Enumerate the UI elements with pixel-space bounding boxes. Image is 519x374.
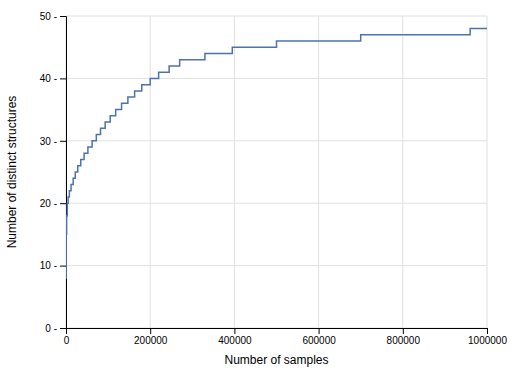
y-axis-line [60,17,67,329]
y-tick-label: 20 - [40,198,57,209]
y-tick-mark [60,328,66,329]
y-tick-label: 50 - [40,11,57,22]
x-tick-label: 800000 [387,335,421,346]
y-tick-mark [60,78,66,79]
x-tick: 1000000 [468,328,507,346]
y-grid-line [66,78,487,79]
x-tick: 400000 [218,328,252,346]
x-tick-mark [150,328,151,334]
y-axis-title: Number of distinct structures [5,96,19,249]
x-axis-line [67,329,488,335]
y-tick-mark [60,266,66,267]
y-tick-label: 30 - [40,136,57,147]
x-tick-mark [487,328,488,334]
y-axis: 0 - 10 - 20 - 30 - 40 - 50 - [40,11,67,334]
y-tick-mark [60,16,66,17]
y-grid-line [66,140,487,141]
chart: 0 200000 400000 600000 800000 1000000 0 - 10 - 2… [0,0,519,374]
y-tick: 0 - [45,323,66,334]
y-tick-label: 0 - [45,323,57,334]
x-tick-mark [403,328,404,334]
x-grid-line [150,16,151,328]
x-tick-label: 400000 [218,335,252,346]
x-grid-line [402,16,403,328]
x-tick-label: 600000 [302,335,336,346]
y-tick-mark [60,141,66,142]
x-axis: 0 200000 400000 600000 800000 1000000 [64,328,508,346]
x-grid-line [318,16,319,328]
x-grid-line [234,16,235,328]
y-tick-label: 40 - [40,73,57,84]
x-tick-mark [234,328,235,334]
x-tick-label: 1000000 [468,335,507,346]
y-tick-label: 10 - [40,260,57,271]
y-tick: 10 - [40,260,66,271]
y-tick: 50 - [40,11,66,22]
y-tick-mark [60,203,66,204]
x-tick-label: 200000 [134,335,168,346]
x-tick: 0 [64,328,70,346]
x-tick: 200000 [134,328,168,346]
x-tick: 600000 [302,328,336,346]
y-tick: 30 - [40,136,66,147]
x-tick: 800000 [387,328,421,346]
y-grid-line [66,203,487,204]
plot: 0 200000 400000 600000 800000 1000000 0 - 10 - 2… [40,11,508,346]
x-tick-mark [319,328,320,334]
marks [66,28,487,278]
y-tick: 20 - [40,198,66,209]
step-line [66,28,487,278]
y-tick: 40 - [40,73,66,84]
x-tick-label: 0 [64,335,70,346]
y-grid-line [66,16,487,17]
x-axis-title: Number of samples [224,353,328,367]
x-grid-line [487,16,488,328]
y-grid-line [66,265,487,266]
grid [66,16,487,328]
